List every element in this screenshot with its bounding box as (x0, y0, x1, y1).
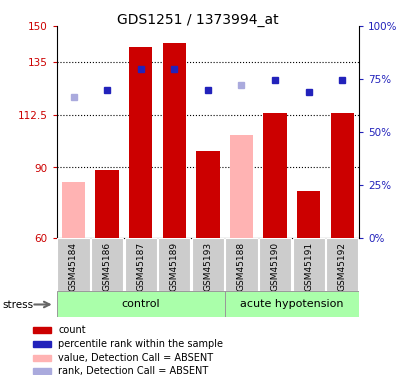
Bar (196, 151, 220, 238)
Bar (293, 238, 325, 291)
Text: GSM45186: GSM45186 (102, 242, 112, 291)
Text: GSM45193: GSM45193 (203, 242, 213, 291)
Bar (225, 291, 359, 317)
Text: GDS1251 / 1373994_at: GDS1251 / 1373994_at (117, 13, 278, 27)
Bar (226, 238, 257, 291)
Bar (163, 43, 186, 238)
Text: acute hypotension: acute hypotension (240, 299, 344, 309)
Text: value, Detection Call = ABSENT: value, Detection Call = ABSENT (58, 352, 213, 363)
Bar (91, 238, 123, 291)
Text: rank, Detection Call = ABSENT: rank, Detection Call = ABSENT (58, 366, 209, 375)
Bar (33, 341, 51, 347)
Bar (125, 238, 157, 291)
Bar (57, 291, 225, 317)
Text: GSM45191: GSM45191 (304, 242, 313, 291)
Text: GSM45184: GSM45184 (69, 242, 78, 291)
Bar (33, 327, 51, 333)
Bar (331, 113, 354, 238)
Bar (263, 113, 287, 238)
Bar (129, 48, 152, 238)
Bar (33, 368, 51, 374)
Bar (230, 135, 253, 238)
Text: control: control (121, 299, 160, 309)
Text: count: count (58, 326, 86, 335)
Bar (33, 355, 51, 361)
Bar (58, 238, 89, 291)
Bar (95, 170, 119, 238)
Bar (62, 182, 85, 238)
Text: GSM45189: GSM45189 (170, 242, 179, 291)
Text: stress: stress (2, 300, 33, 309)
Text: GSM45188: GSM45188 (237, 242, 246, 291)
Text: percentile rank within the sample: percentile rank within the sample (58, 339, 223, 349)
Bar (192, 238, 224, 291)
Bar (158, 238, 190, 291)
Bar (259, 238, 291, 291)
Text: GSM45192: GSM45192 (338, 242, 347, 291)
Text: GSM45190: GSM45190 (270, 242, 280, 291)
Bar (326, 238, 358, 291)
Bar (297, 191, 320, 238)
Text: GSM45187: GSM45187 (136, 242, 145, 291)
